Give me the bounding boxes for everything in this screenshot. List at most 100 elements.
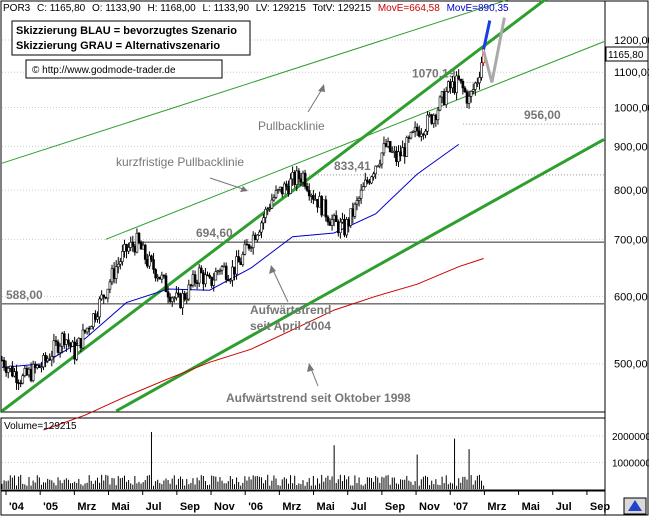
short-pullback-line [105, 41, 605, 240]
candle-body [162, 274, 166, 277]
candle-body [449, 81, 452, 89]
x-tick-label: Jul [556, 501, 572, 513]
candle-body [351, 208, 355, 217]
candle-body [89, 326, 93, 330]
candle-body [432, 115, 436, 124]
candle-body [328, 221, 332, 226]
candle-body [307, 190, 311, 197]
candle-body [434, 115, 438, 121]
candle-body [187, 284, 191, 300]
candle-body [301, 172, 305, 183]
candle-body [29, 368, 33, 381]
candle-body [413, 126, 417, 132]
price-axis: 500,00 600,00 700,00 800,00 900,00 1000,00 110… [614, 35, 649, 371]
candle-body [40, 366, 43, 369]
x-tick-label: Mrz [77, 501, 96, 513]
candle-body [181, 293, 184, 309]
candle-body [278, 186, 282, 190]
candle-body [415, 126, 419, 132]
candle-body [262, 217, 265, 224]
uptrend-2004-label-2: seit April 2004 [250, 319, 331, 333]
candle-body [75, 345, 79, 360]
candle-body [152, 259, 155, 270]
candle-body [349, 208, 353, 226]
candle-body [27, 368, 31, 376]
candle-body [280, 186, 284, 195]
candle-body [44, 355, 47, 362]
candle-body [393, 150, 396, 153]
candle-body [224, 265, 228, 280]
candle-body [160, 274, 164, 280]
candle-body [442, 91, 446, 105]
candle-body [85, 327, 89, 333]
uptrend-1998-label: Aufwärtstrend seit Oktober 1998 [226, 391, 411, 405]
candle-body [339, 221, 342, 234]
candle-body [69, 342, 72, 347]
candle-body [123, 244, 126, 252]
scroll-right-icon[interactable] [623, 497, 647, 515]
candle-body [65, 339, 68, 345]
y-tick-label: 600,00 [614, 291, 648, 303]
candle-body [154, 269, 157, 279]
candle-body [21, 375, 25, 384]
uptrend-1998-arrow-head [307, 363, 314, 372]
candle-body [436, 109, 440, 121]
candle-body [258, 231, 261, 236]
y-tick-label: 1200,00 [614, 35, 649, 47]
ma-red-line [43, 258, 484, 431]
candle-body [199, 267, 203, 274]
candle-body [121, 251, 124, 262]
candle-body [374, 165, 377, 175]
candle-body [17, 382, 20, 384]
candle-body [386, 141, 390, 147]
candle-body [336, 221, 340, 234]
candle-body [417, 130, 421, 137]
candle-body [241, 254, 245, 265]
candle-body [411, 130, 415, 133]
candle-body [264, 209, 267, 218]
candle-body [463, 87, 467, 93]
candle-body [23, 368, 27, 376]
candle-body [316, 199, 319, 208]
candle-body [158, 276, 162, 280]
candle-body [343, 219, 346, 236]
candle-body [318, 196, 321, 208]
candle-body [403, 147, 407, 157]
candle-body [131, 241, 135, 247]
candle-body [214, 271, 218, 281]
short-pullback-label: kurzfristige Pullbacklinie [116, 155, 244, 169]
candle-body [216, 270, 220, 273]
candle-body [172, 297, 176, 300]
candle-body [440, 91, 444, 98]
candle-body [177, 292, 180, 295]
legend-blue: Skizzierung BLAU = bevorzugtes Szenario [16, 25, 237, 37]
candle-body [183, 293, 186, 300]
candle-body [291, 172, 294, 180]
candle-body [6, 368, 10, 373]
candle-body [11, 365, 14, 377]
copyright-link[interactable]: © http://www.godmode-trader.de [32, 65, 176, 76]
candle-body [2, 359, 6, 368]
candle-body [347, 219, 350, 226]
candle-body [478, 77, 481, 84]
candle-body [208, 274, 211, 278]
candle-body [135, 232, 139, 253]
candle-body [324, 199, 328, 218]
x-tick-label: Jul [146, 501, 162, 513]
candle-body [233, 266, 236, 275]
candle-body [382, 143, 386, 154]
candle-body [353, 203, 357, 217]
volume-layer: 1000000 2000000 [1, 432, 649, 489]
candle-body [260, 222, 263, 233]
candle-body [127, 247, 130, 252]
price-tag [605, 46, 649, 62]
candle-body [222, 265, 226, 268]
x-tick-label: Mrz [487, 501, 506, 513]
candle-body [96, 316, 99, 320]
candle-body [170, 297, 174, 302]
candle-body [195, 282, 199, 284]
candle-body [476, 82, 479, 85]
volume-label: Volume=129215 [4, 421, 77, 432]
